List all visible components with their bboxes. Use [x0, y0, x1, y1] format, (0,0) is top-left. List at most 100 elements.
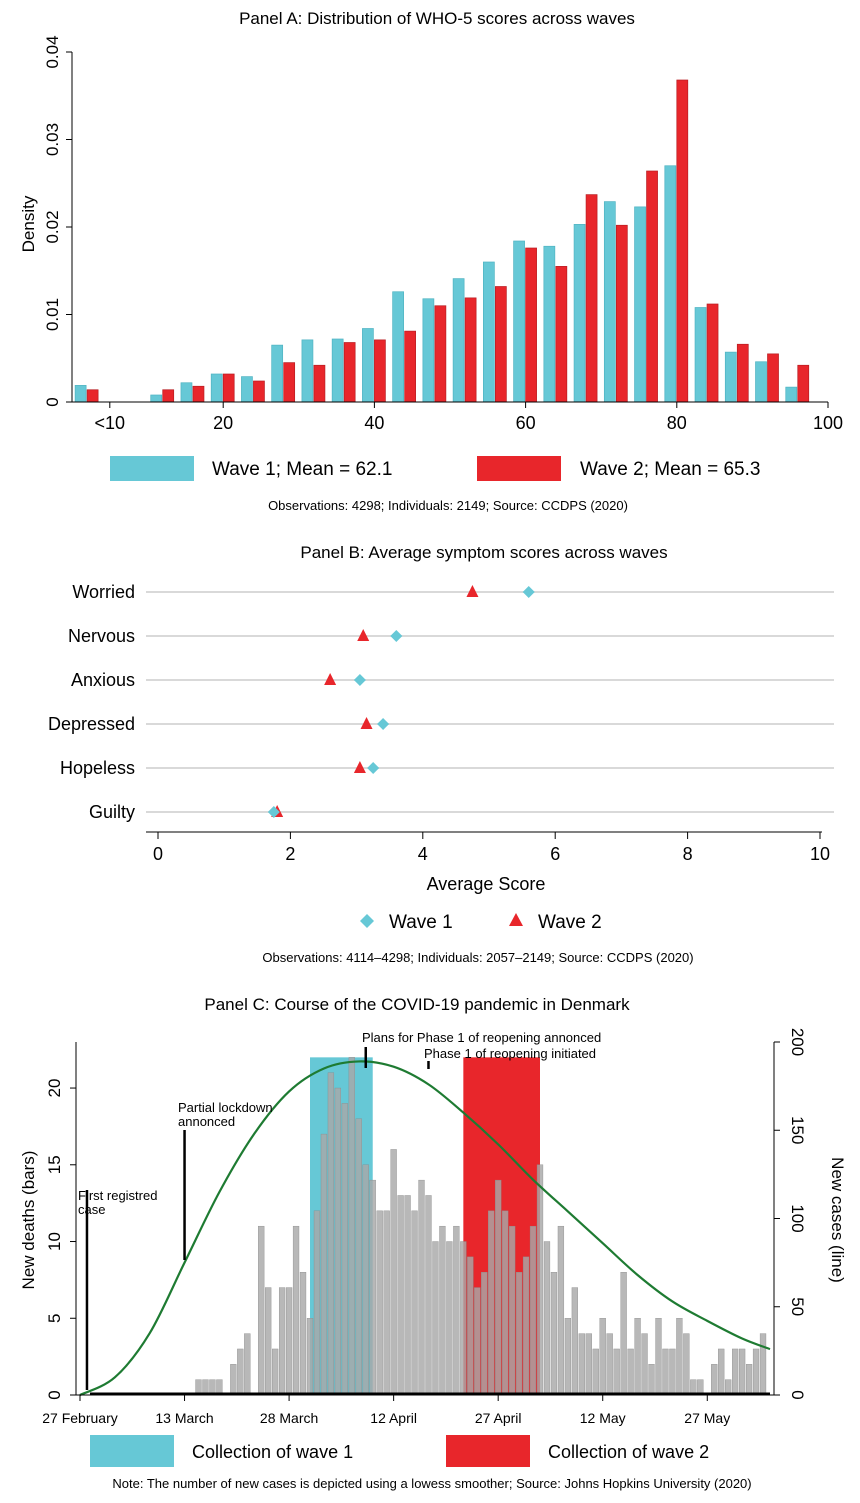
- panel-a-bar-1: [362, 328, 374, 403]
- panel-a: Panel A: Distribution of WHO-5 scores ac…: [19, 9, 843, 513]
- panel-a-bar-2: [706, 303, 719, 403]
- panel-a-x-tick-label: <10: [95, 413, 126, 433]
- panel-a-bar-1: [513, 240, 525, 403]
- panel-b-x-tick-label: 6: [550, 844, 560, 864]
- legend-label-wave-1: Wave 1: [389, 912, 453, 933]
- panel-c-death-bar: [634, 1318, 641, 1396]
- panel-b-marker-wave-1: [377, 718, 390, 730]
- legend-swatch-wave-1: [110, 456, 194, 481]
- panel-a-bar-2: [253, 380, 265, 403]
- panel-c-death-bar: [348, 1057, 355, 1396]
- panel-b-marker-wave-1: [390, 630, 403, 642]
- panel-b-axes: Worried Nervous Anxious Depressed Hopeless Gu…: [48, 582, 830, 864]
- panel-c-death-bar: [641, 1333, 648, 1396]
- panel-c-death-bar: [550, 1272, 558, 1396]
- panel-a-x-tick-label: 60: [516, 413, 536, 433]
- panel-c-death-bar: [752, 1348, 760, 1396]
- panel-c-death-bar: [759, 1333, 767, 1396]
- panel-c-annotation-label: annonced: [178, 1114, 235, 1129]
- panel-c-annotation-label: Phase 1 of reopening initiated: [424, 1046, 596, 1061]
- panel-c-death-bar: [711, 1364, 718, 1396]
- legend-label-collection-wave-1: Collection of wave 1: [192, 1442, 353, 1462]
- panel-c-x-tick-label: 13 March: [155, 1410, 213, 1426]
- panel-a-bar-2: [343, 342, 356, 403]
- panel-a-bar-2: [736, 343, 749, 403]
- panel-c: Panel C: Course of the COVID-19 pandemic…: [19, 995, 847, 1491]
- panel-a-axes: 0 0.01 0.02 0.03 0.04 <10 20 40 60 80 100: [43, 35, 843, 433]
- panel-c-death-bar: [390, 1149, 397, 1396]
- panel-b-x-tick-label: 0: [153, 844, 163, 864]
- panel-a-x-tick-label: 80: [667, 413, 687, 433]
- panel-c-death-bar: [669, 1348, 676, 1396]
- panel-b-marker-wave-2: [466, 585, 479, 597]
- panel-c-left-tick-label: 10: [45, 1232, 64, 1251]
- panel-c-death-bar: [313, 1210, 321, 1396]
- panel-b-x-tick-label: 2: [285, 844, 295, 864]
- panel-c-death-bars: [195, 1057, 767, 1396]
- panel-a-y-tick-label: 0.03: [43, 123, 62, 156]
- panel-a-bar-1: [634, 206, 646, 403]
- panel-b-category-label: Depressed: [48, 714, 135, 734]
- panel-b-marker-wave-2: [353, 761, 366, 773]
- panel-a-bar-1: [543, 245, 556, 403]
- panel-c-death-bar: [502, 1210, 509, 1396]
- panel-a-title: Panel A: Distribution of WHO-5 scores ac…: [239, 9, 635, 28]
- panel-a-note: Observations: 4298; Individuals: 2149; S…: [268, 498, 628, 513]
- panel-b-category-label: Guilty: [89, 802, 135, 822]
- panel-c-death-bar: [620, 1272, 627, 1396]
- panel-c-cases-line-path: [79, 1060, 771, 1396]
- panel-c-x-tick-label: 27 February: [42, 1410, 117, 1426]
- panel-c-x-tick-label: 27 April: [475, 1410, 522, 1426]
- panel-c-note: Note: The number of new cases is depicte…: [112, 1476, 751, 1491]
- panel-c-death-bar: [397, 1195, 404, 1396]
- panel-a-bar-2: [525, 247, 537, 403]
- panel-a-x-tick-label: 100: [813, 413, 843, 433]
- panel-c-death-bar: [272, 1348, 279, 1396]
- panel-c-death-bar: [278, 1287, 286, 1396]
- panel-c-collection-window-wave-1: [310, 1057, 373, 1395]
- panel-a-bar-2: [676, 79, 689, 403]
- panel-a-bar-2: [797, 364, 810, 403]
- panel-a-y-axis-label: Density: [19, 195, 38, 252]
- panel-a-bar-2: [313, 364, 326, 403]
- panel-a-legend: Wave 1; Mean = 62.1 Wave 2; Mean = 65.3: [110, 456, 760, 481]
- panel-b: Panel B: Average symptom scores across w…: [48, 543, 834, 965]
- panel-a-bar-1: [694, 307, 707, 403]
- panel-a-bar-2: [374, 339, 386, 403]
- panel-a-bar-1: [241, 376, 253, 403]
- panel-c-death-bar: [606, 1333, 613, 1396]
- panel-b-marker-wave-1: [353, 674, 366, 686]
- panel-b-category-label: Nervous: [68, 626, 135, 646]
- panel-a-bar-2: [495, 286, 507, 403]
- panel-a-bar-2: [615, 224, 628, 403]
- panel-a-bar-2: [555, 266, 568, 403]
- panel-a-bar-1: [301, 339, 314, 403]
- panel-c-death-bar: [285, 1287, 293, 1396]
- legend-label-wave-2: Wave 2; Mean = 65.3: [580, 459, 760, 480]
- panel-c-death-bar: [599, 1318, 606, 1396]
- panel-c-death-bar: [327, 1072, 335, 1396]
- panel-a-y-tick-label: 0: [43, 397, 62, 406]
- panel-c-death-bar: [613, 1348, 620, 1396]
- panel-c-annotation-label: Partial lockdown: [178, 1100, 273, 1115]
- panel-c-legend: Collection of wave 1 Collection of wave …: [90, 1435, 709, 1467]
- panel-c-cases-line: [79, 1060, 771, 1396]
- panel-b-x-tick-label: 4: [418, 844, 428, 864]
- panel-a-x-tick-label: 20: [213, 413, 233, 433]
- panel-a-bar-1: [150, 394, 163, 403]
- panel-c-right-tick-label: 150: [788, 1116, 807, 1144]
- panel-c-death-bar: [732, 1348, 739, 1396]
- panel-b-marker-wave-1: [267, 806, 280, 818]
- panel-c-death-bar: [460, 1241, 467, 1396]
- panel-b-marker-wave-1: [522, 586, 535, 598]
- panel-c-death-bar: [467, 1256, 474, 1396]
- panel-b-legend: Wave 1 Wave 2: [360, 912, 602, 933]
- panel-a-bar-1: [664, 165, 677, 403]
- legend-label-wave-1: Wave 1; Mean = 62.1: [212, 459, 392, 480]
- panel-c-death-bar: [439, 1225, 446, 1396]
- legend-label-collection-wave-2: Collection of wave 2: [548, 1442, 709, 1462]
- panel-c-death-bar: [564, 1318, 572, 1396]
- legend-marker-wave-1: [360, 914, 374, 928]
- panel-a-bar-1: [392, 291, 404, 403]
- panel-a-bar-2: [434, 305, 447, 403]
